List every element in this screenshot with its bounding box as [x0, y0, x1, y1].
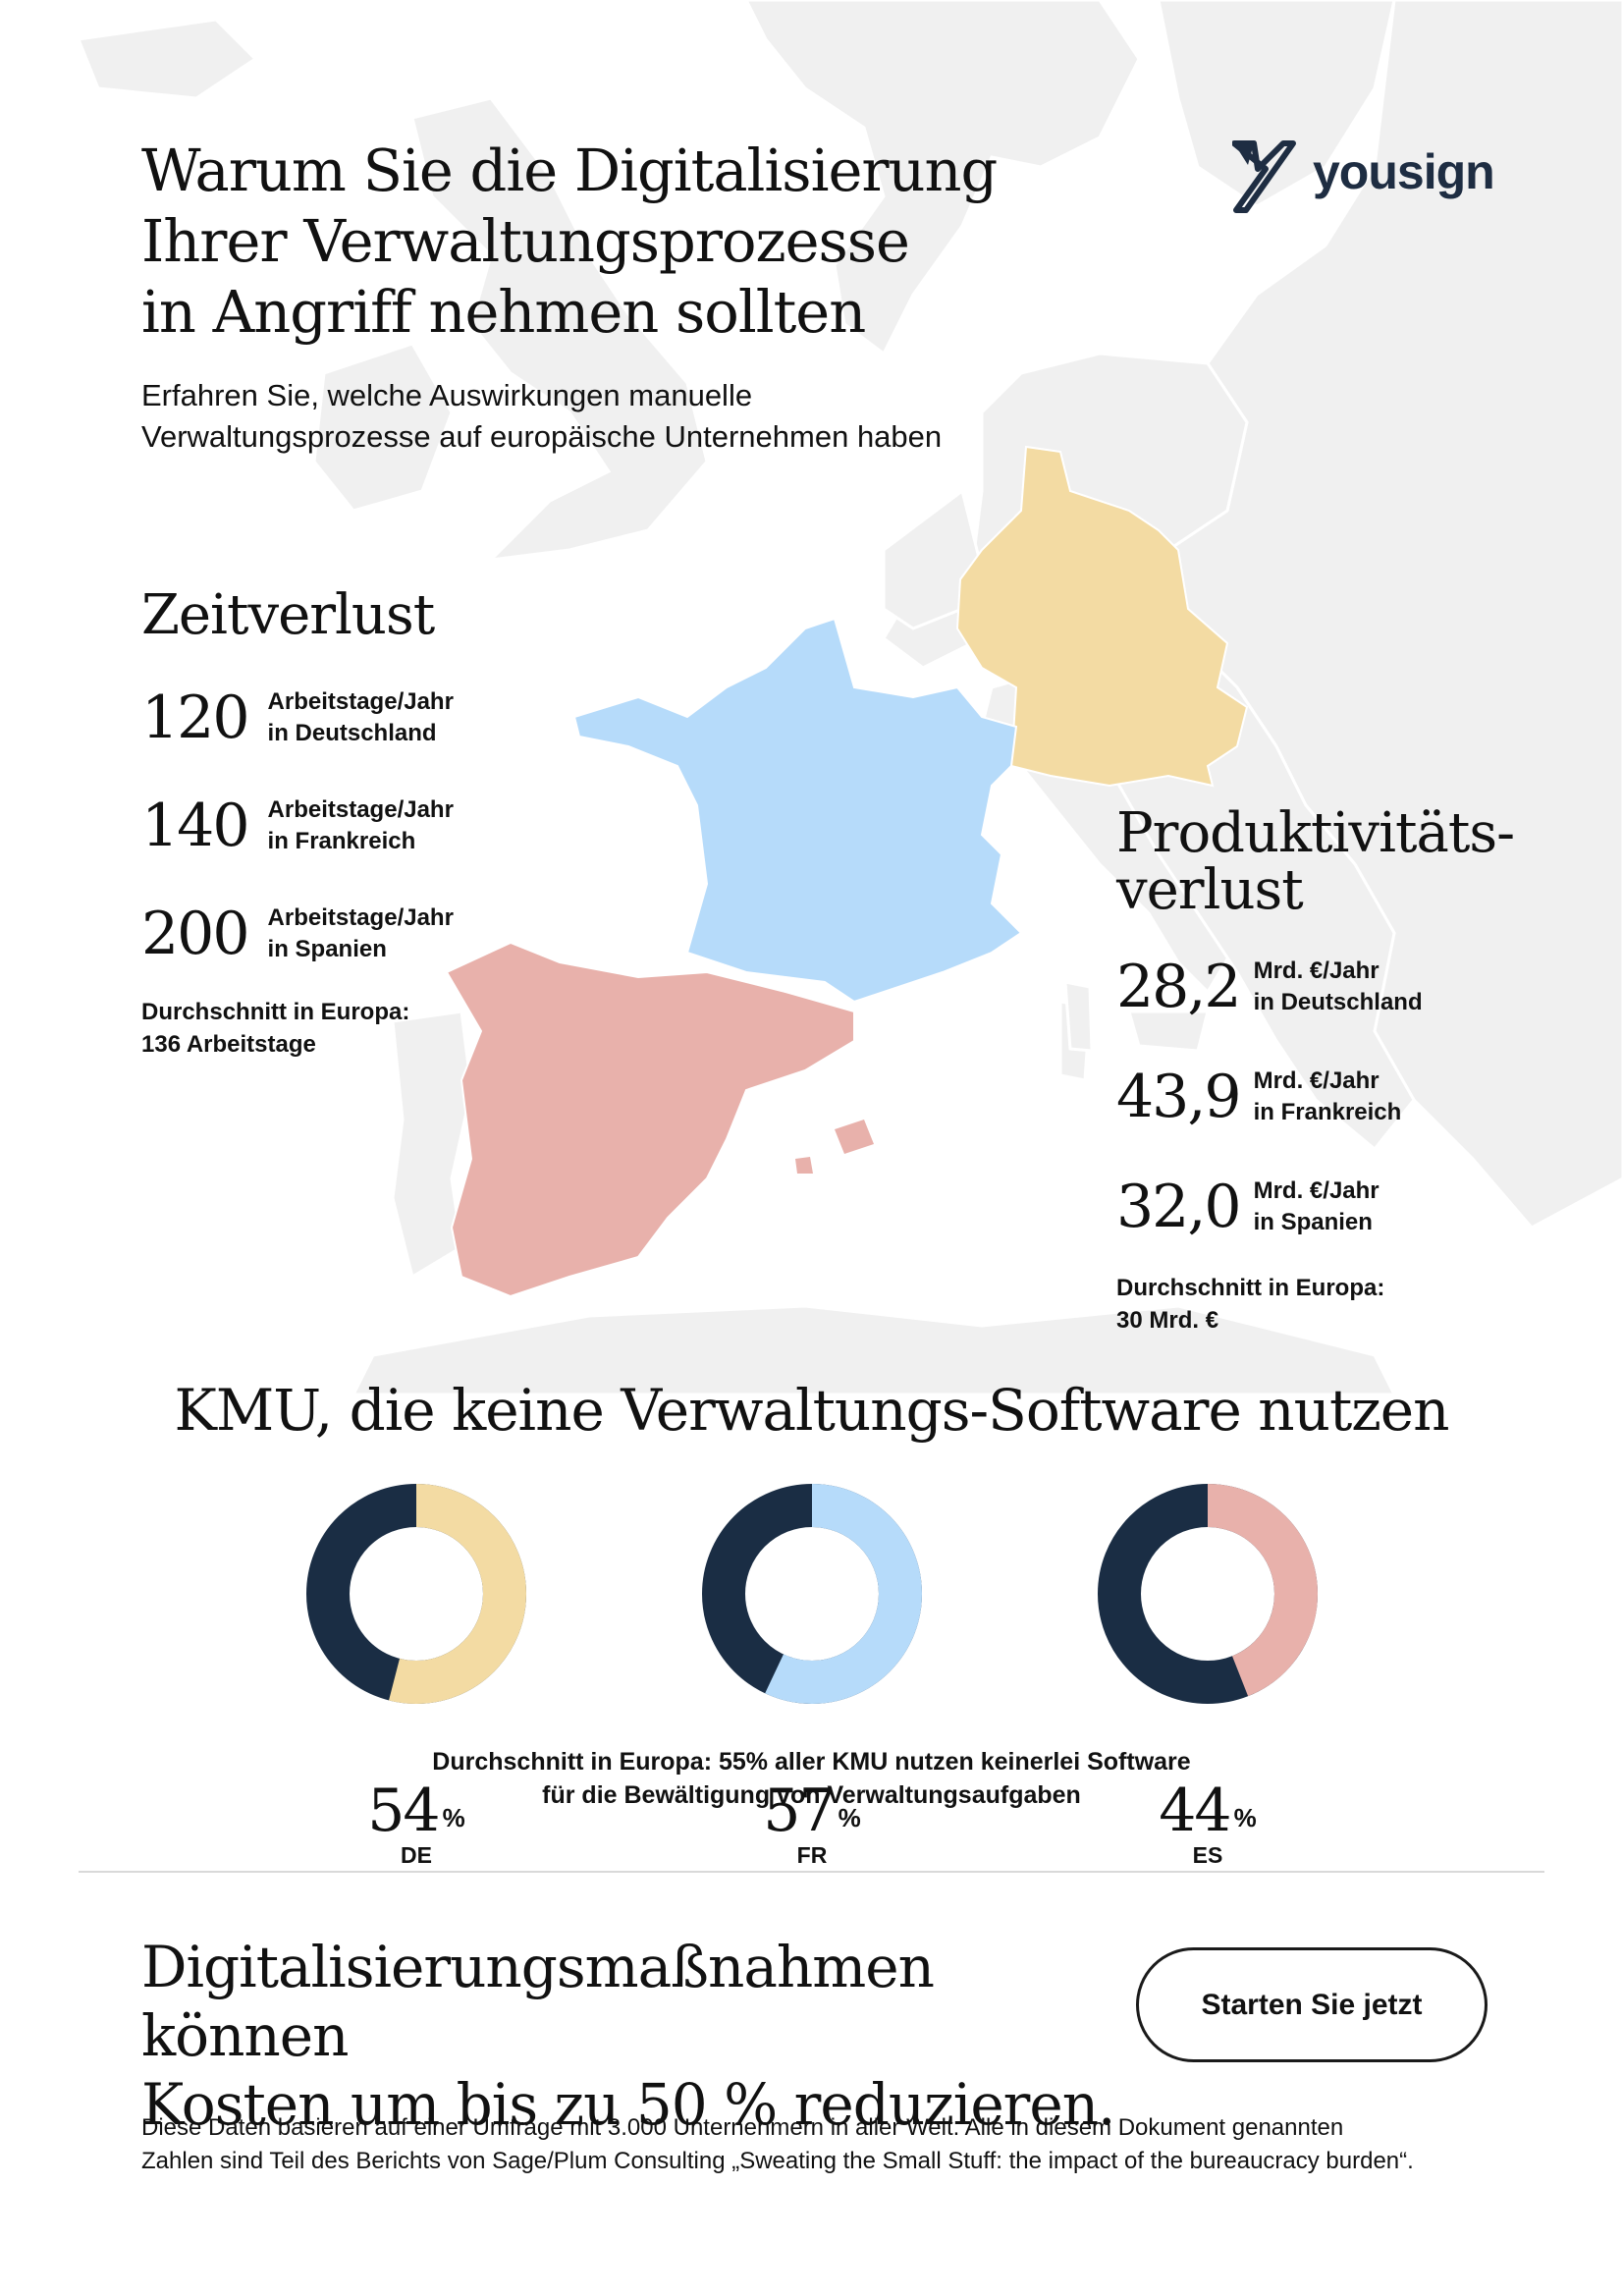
stat-unit: Mrd. €/Jahr — [1253, 1067, 1380, 1094]
average-line: Durchschnitt in Europa: — [1116, 1275, 1385, 1301]
map-africa — [352, 1304, 1396, 1394]
stat-country: in Spanien — [267, 936, 387, 962]
footer-line: Diese Daten basieren auf einer Umfrage m… — [141, 2114, 1344, 2141]
prod-average: Durchschnitt in Europa: 30 Mrd. € — [1116, 1272, 1384, 1337]
title-line: in Angriff nehmen sollten — [141, 278, 866, 346]
yousign-logo-icon — [1232, 140, 1296, 213]
map-balearic — [795, 1120, 874, 1174]
stat-unit: Arbeitstage/Jahr — [267, 688, 454, 715]
donut-chart-fr — [702, 1484, 922, 1704]
page-title: Warum Sie die Digitalisierung Ihrer Verw… — [141, 136, 1025, 348]
donut-value: 54 — [367, 1776, 440, 1845]
cta-line: Digitalisierungsmaßnahmen können — [141, 1934, 935, 2069]
footer-note: Diese Daten basieren auf einer Umfrage m… — [141, 2111, 1536, 2178]
stat-unit: Arbeitstage/Jahr — [267, 904, 454, 931]
donut-label: 44 % ES — [1095, 1712, 1321, 1938]
stat-label: Arbeitstage/Jahr in Frankreich — [268, 794, 454, 857]
start-now-button[interactable]: Starten Sie jetzt — [1136, 1947, 1488, 2062]
brand-name: yousign — [1313, 144, 1495, 199]
stat-value: 28,2 — [1116, 953, 1242, 1021]
stat-value: 120 — [141, 683, 250, 752]
stat-label: Arbeitstage/Jahr in Deutschland — [268, 686, 454, 749]
zeit-average: Durchschnitt in Europa: 136 Arbeitstage — [141, 996, 409, 1061]
zeitverlust-title: Zeitverlust — [141, 583, 435, 647]
donut-country: ES — [1192, 1841, 1223, 1868]
donut-de: 54 % DE — [303, 1481, 529, 1868]
produktivitaet-title: Produktivitäts- verlust — [1116, 801, 1515, 922]
map-scandinavia — [744, 0, 1141, 356]
stat-country: in Frankreich — [267, 828, 416, 854]
prod-stat-de: 28,2 Mrd. €/Jahr in Deutschland — [1116, 953, 1423, 1021]
page-subtitle: Erfahren Sie, welche Auswirkungen manuel… — [141, 375, 1045, 458]
cta-headline: Digitalisierungsmaßnahmen können Kosten … — [141, 1933, 1123, 2139]
map-spain — [445, 941, 855, 1298]
section-divider — [79, 1871, 1544, 1873]
donut-value: 44 — [1159, 1776, 1231, 1845]
map-france — [572, 617, 1023, 1004]
stat-value: 140 — [141, 792, 250, 860]
stat-value: 32,0 — [1116, 1173, 1242, 1241]
stat-country: in Deutschland — [1253, 989, 1423, 1015]
kmu-title: KMU, die keine Verwaltungs-Software nutz… — [174, 1377, 1449, 1444]
stat-label: Mrd. €/Jahr in Spanien — [1254, 1175, 1380, 1238]
average-line: 136 Arbeitstage — [141, 1031, 316, 1058]
average-line: 30 Mrd. € — [1116, 1307, 1219, 1334]
subtitle-line: Verwaltungsprozesse auf europäische Unte… — [141, 419, 943, 454]
stat-value: 43,9 — [1116, 1063, 1242, 1131]
map-ireland — [312, 342, 454, 513]
map-iceland — [76, 18, 258, 100]
average-line: Durchschnitt in Europa: — [141, 999, 410, 1025]
cta-line: Kosten um bis zu 50 % reduzieren. — [141, 2071, 1116, 2138]
kmu-average-note: Durchschnitt in Europa: 55% aller KMU nu… — [0, 1745, 1623, 1812]
map-finland — [1157, 0, 1396, 208]
stat-country: in Frankreich — [1253, 1099, 1402, 1125]
donut-arc — [1098, 1484, 1318, 1704]
stat-label: Arbeitstage/Jahr in Spanien — [268, 902, 454, 965]
stat-unit: Mrd. €/Jahr — [1253, 1177, 1380, 1204]
donut-country: DE — [401, 1841, 432, 1868]
stat-unit: Mrd. €/Jahr — [1253, 957, 1380, 984]
donut-country: FR — [796, 1841, 828, 1868]
europe-map — [76, 0, 1623, 1394]
stat-label: Mrd. €/Jahr in Frankreich — [1254, 1066, 1402, 1128]
zeit-stat-de: 120 Arbeitstage/Jahr in Deutschland — [141, 683, 454, 752]
stat-country: in Deutschland — [267, 720, 437, 746]
donut-value: 57 — [763, 1776, 836, 1845]
map-uk — [410, 96, 709, 563]
donut-percent: % — [1233, 1802, 1257, 1832]
stat-unit: Arbeitstage/Jahr — [267, 796, 454, 823]
donut-fr: 57 % FR — [699, 1481, 925, 1868]
map-sicily — [1127, 1010, 1210, 1053]
title-line: Ihrer Verwaltungsprozesse — [141, 207, 910, 275]
donut-chart-es — [1098, 1484, 1318, 1704]
map-germany — [955, 445, 1249, 788]
zeit-stat-fr: 140 Arbeitstage/Jahr in Frankreich — [141, 792, 454, 860]
note-line: Durchschnitt in Europa: 55% aller KMU nu… — [432, 1748, 1191, 1776]
donut-arc — [702, 1484, 922, 1704]
title-line: Warum Sie die Digitalisierung — [141, 137, 998, 204]
zeit-stat-es: 200 Arbeitstage/Jahr in Spanien — [141, 900, 454, 968]
donut-percent: % — [838, 1802, 861, 1832]
map-corsica — [1063, 980, 1094, 1053]
donut-arc — [306, 1484, 526, 1704]
title-line: verlust — [1116, 858, 1304, 922]
donut-percent: % — [442, 1802, 465, 1832]
subtitle-line: Erfahren Sie, welche Auswirkungen manuel… — [141, 378, 753, 412]
title-line: Produktivitäts- — [1116, 801, 1515, 865]
stat-label: Mrd. €/Jahr in Deutschland — [1254, 956, 1423, 1018]
donut-es: 44 % ES — [1095, 1481, 1321, 1868]
stat-value: 200 — [141, 900, 250, 968]
footer-line: Zahlen sind Teil des Berichts von Sage/P… — [141, 2148, 1414, 2174]
donut-label: 57 % FR — [699, 1712, 925, 1938]
donut-label: 54 % DE — [303, 1712, 529, 1938]
note-line: für die Bewältigung von Verwaltungsaufga… — [542, 1781, 1081, 1809]
prod-stat-fr: 43,9 Mrd. €/Jahr in Frankreich — [1116, 1063, 1401, 1131]
stat-country: in Spanien — [1253, 1209, 1373, 1235]
prod-stat-es: 32,0 Mrd. €/Jahr in Spanien — [1116, 1173, 1380, 1241]
donut-chart-de — [306, 1484, 526, 1704]
